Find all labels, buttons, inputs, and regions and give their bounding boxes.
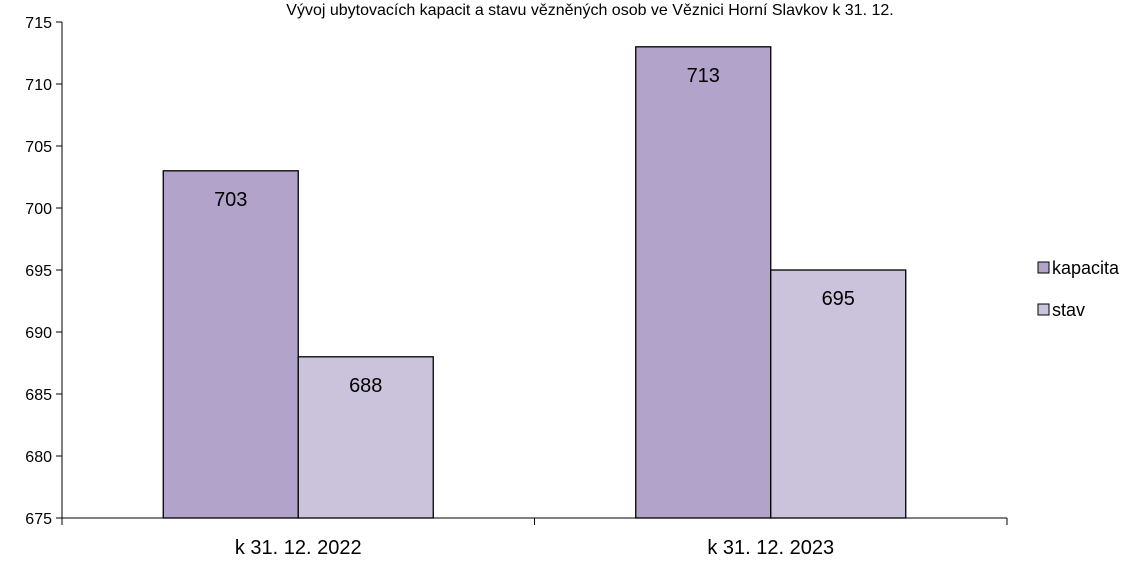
data-label-stav-2: 695 xyxy=(822,288,855,310)
chart-title: Vývoj ubytovacích kapacit a stavu vězněn… xyxy=(286,2,893,19)
legend-swatch-stav xyxy=(1037,303,1050,316)
bar-stav-2 xyxy=(770,269,907,519)
legend: kapacita stav xyxy=(1037,258,1120,320)
data-label-stav-1: 688 xyxy=(349,375,382,397)
axes: 675 680 685 690 695 700 705 710 715 k 31. 12. 202… xyxy=(25,15,1008,559)
x-category-label: k 31. 12. 2022 xyxy=(235,537,362,559)
y-tick-label: 695 xyxy=(25,263,52,280)
y-tick-label: 680 xyxy=(25,449,52,466)
y-tick-label: 705 xyxy=(25,139,52,156)
y-tick-label: 700 xyxy=(25,201,52,218)
plot-area: 703 713 688 695 xyxy=(162,46,907,519)
y-tick-label: 710 xyxy=(25,77,52,94)
y-tick-label: 685 xyxy=(25,387,52,404)
x-category-label: k 31. 12. 2023 xyxy=(707,537,834,559)
legend-swatch-kapacita xyxy=(1037,261,1050,274)
y-tick-label: 715 xyxy=(25,15,52,32)
y-tick-label: 690 xyxy=(25,325,52,342)
bar-stav-1 xyxy=(297,356,434,519)
data-label-kapacita-2: 713 xyxy=(687,65,720,87)
legend-label-stav: stav xyxy=(1052,300,1085,320)
legend-label-kapacita: kapacita xyxy=(1052,258,1120,278)
bar-kapacita-1 xyxy=(162,170,299,519)
data-label-kapacita-1: 703 xyxy=(214,189,247,211)
chart-title-group: Vývoj ubytovacích kapacit a stavu vězněn… xyxy=(286,2,893,19)
y-tick-label: 675 xyxy=(25,511,52,528)
bar-kapacita-2 xyxy=(635,46,772,519)
